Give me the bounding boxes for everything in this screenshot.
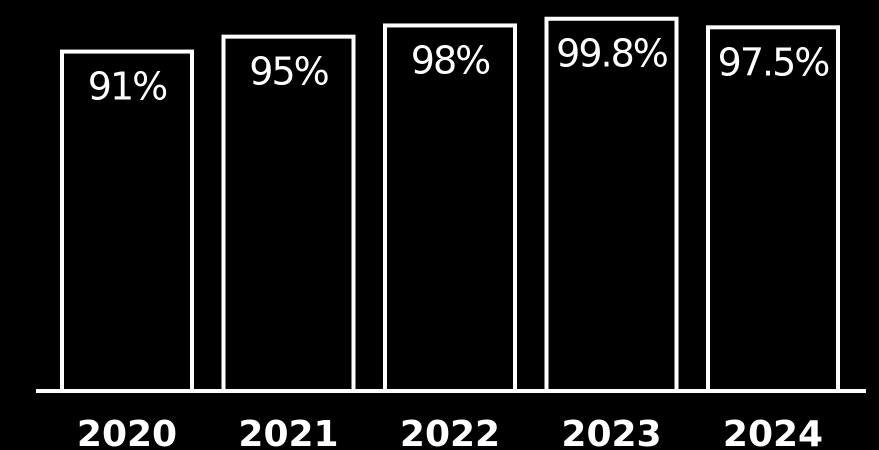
- bars-group: 91% 95% 98% 99.8% 97.5%: [60, 16, 840, 394]
- data-label-2021: 95%: [249, 50, 328, 94]
- data-label-2020: 91%: [88, 65, 167, 109]
- data-label-2023: 99.8%: [556, 32, 668, 76]
- bar-2022: [383, 23, 517, 394]
- category-label-2022: 2022: [400, 414, 500, 450]
- category-label-2023: 2023: [561, 414, 661, 450]
- category-label-2020: 2020: [77, 414, 177, 450]
- data-label-2024: 97.5%: [718, 40, 830, 84]
- bar-2020: [60, 49, 194, 393]
- bar-2023: [544, 16, 679, 393]
- category-label-2024: 2024: [723, 414, 823, 450]
- bar-2021: [221, 34, 356, 394]
- category-labels-group: 2020 2021 2022 2023 2024: [77, 414, 823, 450]
- data-label-2022: 98%: [411, 38, 490, 82]
- category-label-2021: 2021: [238, 414, 338, 450]
